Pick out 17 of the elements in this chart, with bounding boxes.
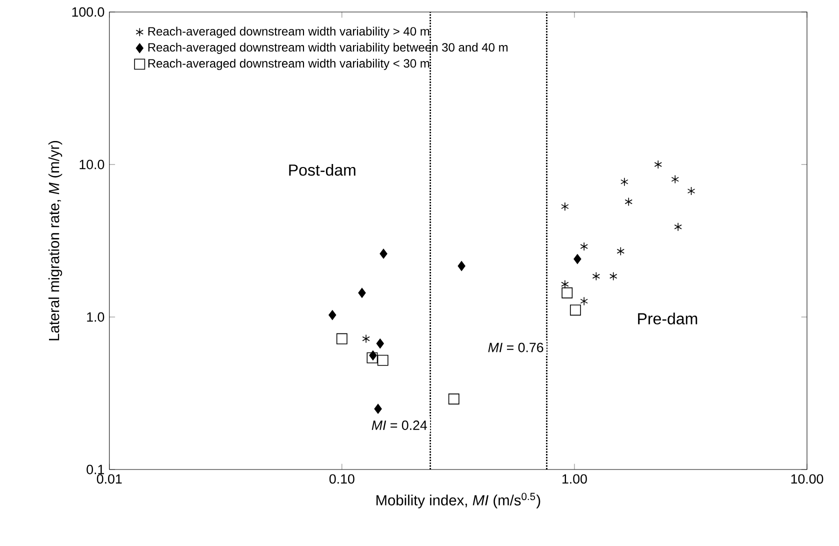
y-tick-label: 0.1	[86, 465, 104, 474]
y-tick-label: 100.0	[72, 8, 104, 17]
annotation: Pre-dam	[638, 312, 698, 325]
annotation: Post-dam	[289, 164, 356, 176]
legend-label: Reach-averaged downstream width variability < 30 m	[148, 59, 430, 70]
y-tick-label: 10.0	[80, 160, 104, 170]
ref-line-label: MI = 0.76	[488, 342, 544, 352]
x-tick-label: 0.01	[96, 474, 122, 484]
x-tick-label: 10.00	[791, 474, 824, 484]
legend-label: Reach-averaged downstream width variability between 30 and 40 m	[148, 43, 508, 54]
y-axis-title: Lateral migration rate, M (m/yr)	[48, 141, 62, 340]
x-tick-label: 1.00	[562, 474, 587, 484]
y-tick-label: 1.0	[87, 312, 104, 322]
ref-line-label: MI = 0.24	[372, 420, 427, 430]
x-tick-label: 0.10	[329, 474, 354, 484]
legend-label: Reach-averaged downstream width variability > 40 m	[148, 26, 430, 38]
x-axis-title: Mobility index, MI (m/s$^{0.5}$)	[376, 493, 540, 509]
